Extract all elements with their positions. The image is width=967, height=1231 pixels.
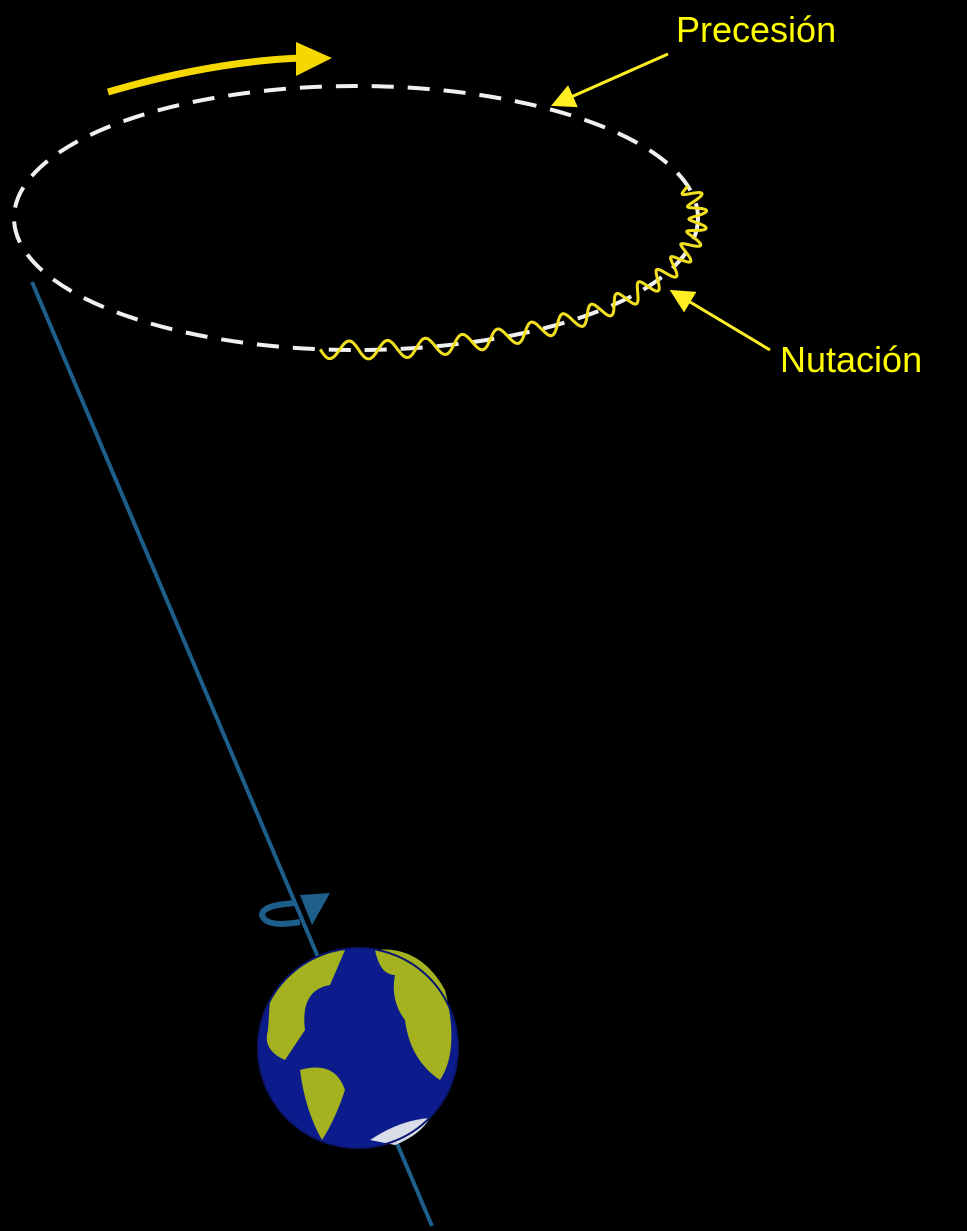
diagram: Precesión Nutación	[0, 0, 967, 1231]
precession-label: Precesión	[676, 9, 836, 50]
background	[0, 0, 967, 1231]
earth	[258, 948, 458, 1148]
nutation-label: Nutación	[780, 339, 922, 380]
